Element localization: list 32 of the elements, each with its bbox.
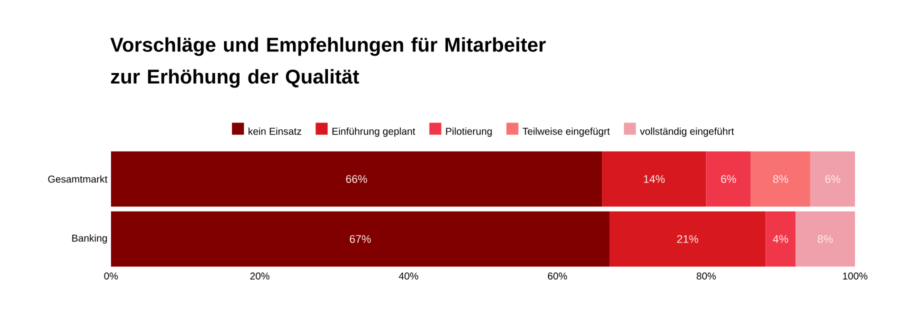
data-label: 6% (721, 175, 736, 183)
x-tick-label: 60% (548, 272, 568, 280)
x-tick-label: 100% (843, 272, 868, 280)
x-tick-label: 0% (104, 272, 118, 280)
x-tick-label: 80% (696, 272, 716, 280)
data-label: 14% (644, 175, 665, 183)
bar (111, 211, 610, 267)
legend-label: Teilweise eingefügrt (522, 128, 610, 137)
bar (795, 211, 856, 267)
data-label: 4% (772, 235, 788, 243)
y-tick-label: Banking (72, 234, 107, 244)
legend-label: kein Einsatz (248, 128, 302, 135)
data-label: 21% (677, 235, 698, 243)
bar (750, 151, 810, 207)
bar (706, 151, 751, 207)
data-label: 8% (818, 235, 833, 243)
legend-label: vollständig eingeführt (640, 128, 734, 137)
legend-label: Pilotierung (446, 128, 492, 137)
legend-label: Einführung geplant (332, 128, 416, 137)
chart-title: Vorschläge und Empfehlungen für Mitarbeiter zur Erhöhung der Qualität (110, 37, 546, 88)
data-label: 66% (346, 175, 368, 183)
bar (810, 151, 856, 207)
bar (111, 151, 602, 207)
x-tick-label: 20% (250, 272, 270, 280)
bar (766, 211, 796, 267)
y-tick-label: Gesamtmarkt (48, 175, 108, 183)
x-tick-label: 40% (398, 272, 418, 280)
data-label: 8% (773, 175, 788, 183)
bar (602, 151, 706, 207)
bar (609, 211, 766, 267)
data-label: 67% (350, 235, 371, 243)
data-label: 6% (825, 175, 840, 183)
